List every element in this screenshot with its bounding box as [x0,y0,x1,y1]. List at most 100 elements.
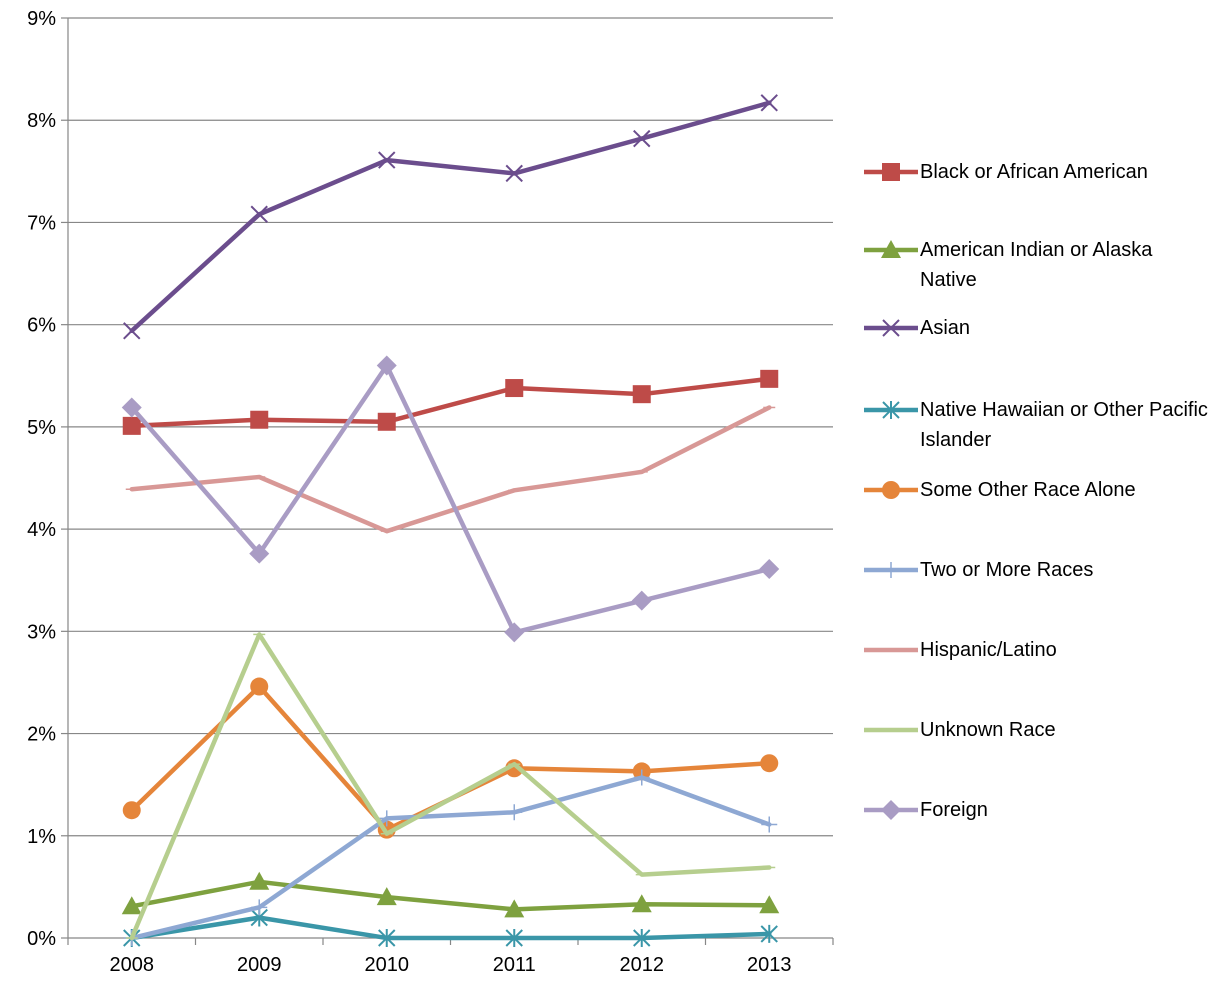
data-point [760,924,778,943]
legend-swatch [864,647,918,653]
data-point [506,804,523,821]
data-point [505,164,523,183]
data-point [376,887,397,906]
series-lines [121,94,780,947]
data-point [122,416,141,435]
y-tick-label: 8% [27,110,56,132]
legend-swatch [864,401,918,419]
data-point [760,94,778,112]
data-point [504,622,525,643]
x-axis-tick-labels: 2008 2009 2010 2011 2012 2013 [110,954,792,976]
data-point [249,871,270,890]
legend-marker [881,240,901,258]
data-point [121,896,142,915]
series-asian [123,94,778,340]
legend-item-asian: Asian [862,316,1210,343]
data-point [505,929,523,947]
data-point [250,205,268,223]
series-two-or-more-races [123,769,778,946]
legend-label: Two or More Races [920,559,1094,581]
legend-label: Foreign [920,799,988,821]
legend-label: Asian [920,317,971,339]
legend-marker [882,401,900,419]
data-point [249,543,270,564]
data-point [631,894,652,913]
legend-label: American Indian or Alaska Native [920,239,1153,291]
series-line [129,915,772,941]
data-point [378,810,395,827]
data-point [378,151,396,169]
legend-swatch [864,319,918,337]
legend-swatch [864,727,918,733]
legend-label: Native Hawaiian or Other Pacific Islande… [920,399,1208,451]
data-point [250,410,269,429]
y-axis-tick-labels: 0% 1% 2% 3% 4% 5% 6% 7% 8% 9% [27,8,56,950]
series-line [129,376,772,429]
legend-swatch [864,800,918,820]
gridlines [68,17,833,837]
data-point [633,769,650,786]
data-point [632,385,651,404]
series-line [129,405,772,534]
x-tick-label: 2012 [620,954,665,976]
data-point [761,816,778,833]
data-point [122,801,141,820]
series-line [129,632,772,941]
y-tick-label: 5% [27,417,56,439]
series-foreign [121,355,780,643]
data-point [633,129,651,148]
series-unknown-race [125,632,776,941]
x-tick-label: 2009 [237,954,282,976]
series-hispanic-latino [125,405,776,534]
data-point [251,899,268,916]
data-point [504,899,525,918]
line-chart: 0% 1% 2% 3% 4% 5% 6% 7% 8% 9% 2008 2009 2010 2011 201… [27,8,834,976]
legend-label: Some Other Race Alone [920,479,1136,501]
y-tick-label: 2% [27,724,56,746]
y-tick-label: 3% [27,621,56,643]
y-tick-label: 1% [27,826,56,848]
data-point [760,369,779,388]
legend-marker [883,562,899,578]
legend-marker [882,481,900,499]
legend-item-native-hawaiian-or-other-pacific-islander: Native Hawaiian or Other Pacific Islande… [862,398,1210,455]
legend-marker [882,319,900,337]
data-point [123,322,141,340]
data-point [378,929,396,947]
series-black-or-african-american [122,369,779,435]
legend-marker [881,800,901,820]
legend-item-two-or-more-races: Two or More Races [862,558,1210,585]
legend-swatch [864,481,918,499]
y-tick-label: 9% [27,8,56,30]
series-american-indian-or-alaska-native [121,871,780,918]
legend-item-black-or-african-american: Black or African American [862,160,1210,187]
series-native-hawaiian-or-other-pacific-islander [123,908,778,947]
data-point [759,558,780,579]
data-point [631,590,652,611]
data-point [376,355,397,376]
series-line [129,775,772,941]
legend-label: Black or African American [920,161,1148,183]
x-tick-label: 2008 [110,954,155,976]
legend-label: Hispanic/Latino [920,639,1057,661]
legend-item-foreign: Foreign [862,798,1210,825]
legend-item-some-other-race-alone: Some Other Race Alone [862,478,1210,505]
data-point [760,754,779,773]
legend-swatch [864,562,918,578]
legend-item-hispanic-latino: Hispanic/Latino [862,638,1210,665]
data-point [377,412,396,431]
legend-item-american-indian-or-alaska-native: American Indian or Alaska Native [862,238,1210,295]
series-line [129,100,772,334]
y-tick-label: 6% [27,315,56,337]
data-point [505,379,524,398]
legend-label: Unknown Race [920,719,1056,741]
series-line [129,879,772,912]
x-tick-label: 2011 [493,954,536,976]
y-tick-label: 7% [27,212,56,234]
legend-swatch [864,240,918,258]
legend-item-unknown-race: Unknown Race [862,718,1210,745]
legend-swatch [864,163,918,181]
data-point [759,895,780,914]
legend: Black or African American American Indian… [862,0,1213,988]
y-tick-label: 0% [27,928,56,950]
